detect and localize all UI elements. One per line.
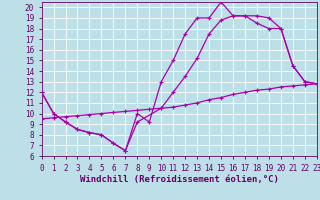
- X-axis label: Windchill (Refroidissement éolien,°C): Windchill (Refroidissement éolien,°C): [80, 175, 279, 184]
